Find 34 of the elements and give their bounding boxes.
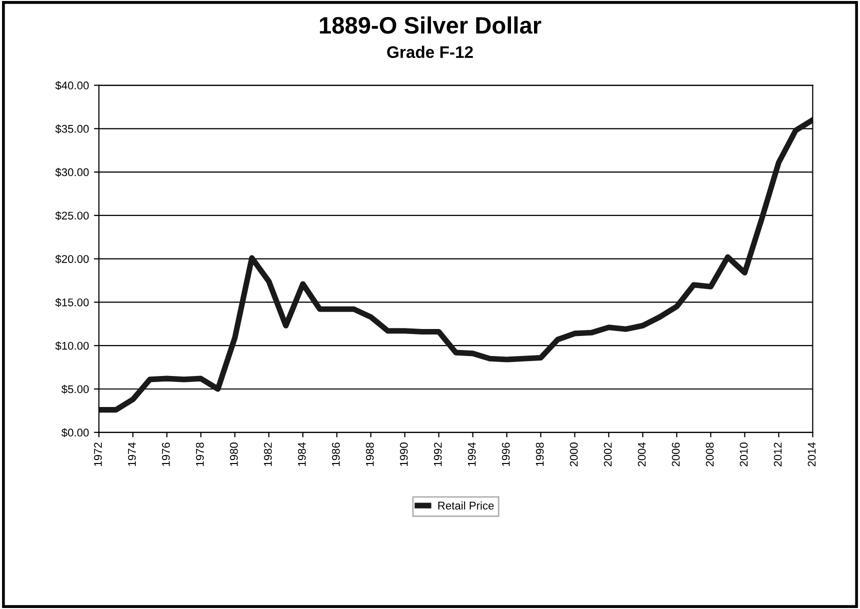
x-tick-label: 2010 xyxy=(740,442,748,466)
y-tick-label: $0.00 xyxy=(61,428,89,438)
x-tick-label: 2002 xyxy=(604,442,612,466)
chart-title: 1889-O Silver Dollar xyxy=(320,16,542,34)
x-tick-label: 1986 xyxy=(332,442,340,466)
x-tick-label: 1996 xyxy=(502,442,510,466)
x-tick-label: 1980 xyxy=(230,442,238,466)
x-tick-label: 1984 xyxy=(298,442,306,466)
x-tick-label: 1976 xyxy=(162,442,170,466)
x-tick-label: 2014 xyxy=(808,442,816,466)
x-tick-label: 1990 xyxy=(400,442,408,466)
y-tick-label: $20.00 xyxy=(55,254,89,264)
x-tick-label: 1978 xyxy=(196,442,204,466)
chart-subtitle: Grade F-12 xyxy=(387,46,473,58)
x-tick-label: 2000 xyxy=(570,442,578,466)
x-tick-label: 1972 xyxy=(94,442,102,466)
y-tick-label: $30.00 xyxy=(55,168,89,177)
x-tick-label: 1998 xyxy=(536,442,544,466)
y-tick-label: $25.00 xyxy=(55,211,89,220)
x-tick-label: 1982 xyxy=(264,442,272,466)
x-tick-label: 2006 xyxy=(672,442,680,466)
y-tick-label: $10.00 xyxy=(55,341,89,350)
x-tick-label: 1974 xyxy=(128,442,136,466)
x-tick-label: 2008 xyxy=(706,442,714,466)
y-tick-label: $5.00 xyxy=(61,384,89,394)
y-tick-label: $40.00 xyxy=(55,81,89,90)
y-tick-label: $35.00 xyxy=(55,124,89,134)
x-tick-label: 2012 xyxy=(774,442,782,466)
x-tick-label: 1992 xyxy=(434,442,442,466)
x-tick-label: 1988 xyxy=(366,442,374,466)
x-tick-label: 1994 xyxy=(468,442,476,466)
legend-label: Retail Price xyxy=(438,501,494,510)
y-tick-label: $15.00 xyxy=(55,298,89,308)
x-tick-label: 2004 xyxy=(638,442,646,466)
